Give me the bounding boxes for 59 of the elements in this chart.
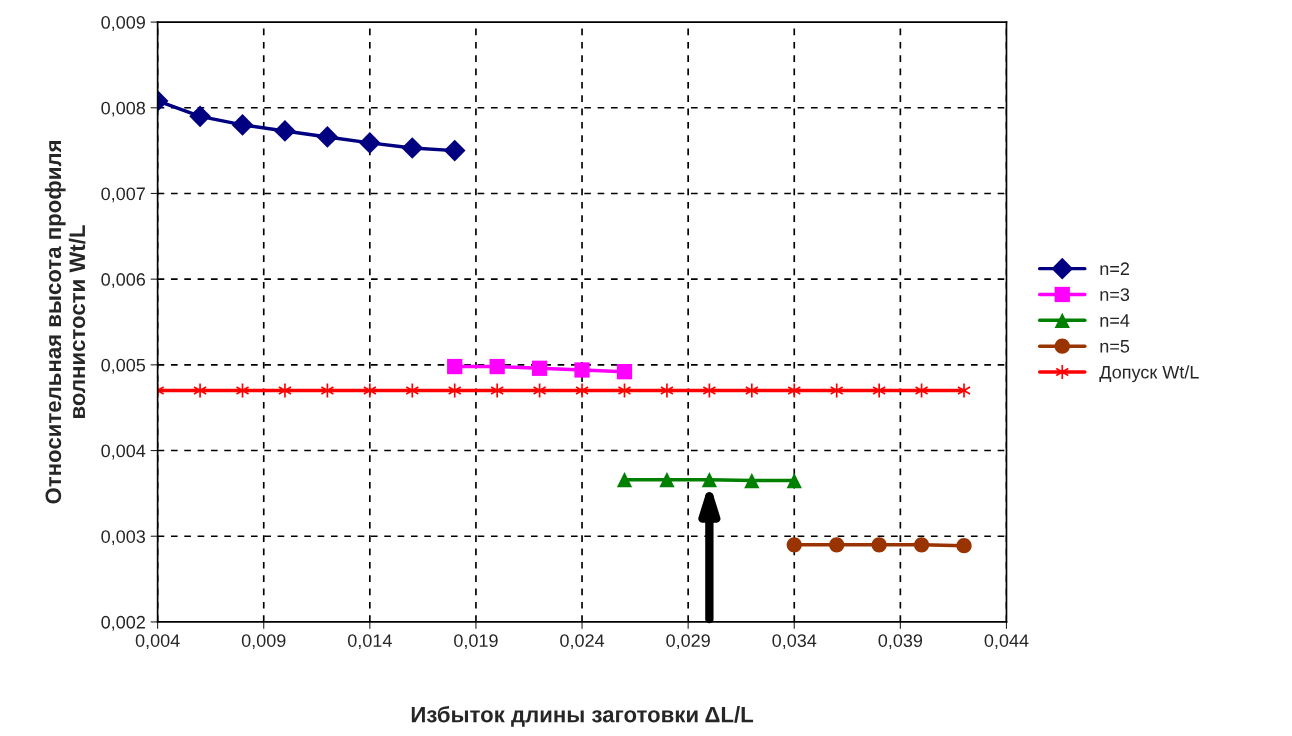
point xyxy=(316,126,339,148)
y-tick-label: 0,003 xyxy=(101,530,146,546)
point xyxy=(274,120,296,142)
point xyxy=(956,538,972,554)
point xyxy=(405,382,420,399)
point xyxy=(913,537,930,553)
legend-label: n=5 xyxy=(1100,340,1130,353)
point xyxy=(447,382,462,399)
y-tick-label: 0,005 xyxy=(101,358,146,374)
x-tick-label: 0,019 xyxy=(454,634,498,650)
legend-label: n=2 xyxy=(1100,262,1129,275)
point xyxy=(786,537,802,553)
y-tick-label: 0,008 xyxy=(101,101,146,117)
x-tick-label: 0,014 xyxy=(347,634,392,650)
legend-label: Допуск Wt/L xyxy=(1099,365,1199,383)
point xyxy=(701,472,718,488)
y-tick-label: 0,004 xyxy=(101,444,146,460)
point xyxy=(278,382,292,399)
legend-label: n=3 xyxy=(1100,288,1130,301)
legend-label: n=4 xyxy=(1100,314,1130,327)
point xyxy=(616,364,633,380)
x-tick-label: 0,034 xyxy=(772,634,817,650)
point xyxy=(531,360,548,376)
y-tick-label: 0,009 xyxy=(101,16,145,31)
x-tick-label: 0,029 xyxy=(666,634,710,650)
point xyxy=(489,358,505,375)
x-tick-label: 0,039 xyxy=(878,634,923,650)
x-tick-label: 0,004 xyxy=(135,634,180,650)
point xyxy=(872,382,886,399)
y-tick-label: 0,006 xyxy=(101,273,146,289)
y-tick-label: 0,002 xyxy=(101,615,145,631)
point xyxy=(829,382,844,399)
point xyxy=(231,114,254,136)
point xyxy=(659,472,675,488)
y-axis-title: Относительная высота профиля волнистости Wt/L xyxy=(44,141,86,504)
x-tick-label: 0,024 xyxy=(560,634,605,650)
point xyxy=(871,537,887,553)
point xyxy=(490,382,505,399)
point xyxy=(786,472,802,489)
point xyxy=(359,132,381,154)
point xyxy=(575,382,589,399)
point xyxy=(193,382,207,399)
point xyxy=(362,382,377,399)
point xyxy=(787,382,802,399)
x-tick-label: 0,009 xyxy=(241,634,286,650)
point xyxy=(744,382,759,399)
point xyxy=(660,382,674,399)
point xyxy=(574,362,590,378)
point xyxy=(401,137,424,159)
point xyxy=(829,537,845,553)
point xyxy=(443,139,466,162)
x-axis-title: Избыток длины заготовки ΔL/L xyxy=(411,705,754,727)
point xyxy=(189,105,211,128)
point xyxy=(744,472,760,489)
x-tick-label: 0,044 xyxy=(984,634,1029,650)
point xyxy=(616,472,633,488)
point xyxy=(447,358,463,375)
y-tick-label: 0,007 xyxy=(101,187,145,203)
point xyxy=(957,382,971,399)
